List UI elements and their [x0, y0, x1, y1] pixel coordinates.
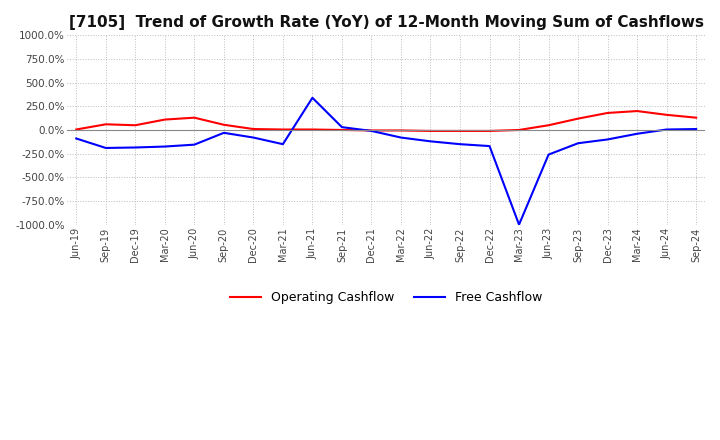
Free Cashflow [574, 141, 582, 146]
Operating Cashflow [662, 112, 671, 117]
Operating Cashflow [72, 127, 81, 132]
Free Cashflow [692, 126, 701, 132]
Operating Cashflow [102, 122, 110, 127]
Free Cashflow [190, 142, 199, 147]
Free Cashflow [279, 142, 287, 147]
Free Cashflow [515, 222, 523, 227]
Line: Operating Cashflow: Operating Cashflow [76, 111, 696, 131]
Operating Cashflow [426, 128, 435, 134]
Operating Cashflow [131, 123, 140, 128]
Operating Cashflow [456, 128, 464, 134]
Title: [7105]  Trend of Growth Rate (YoY) of 12-Month Moving Sum of Cashflows: [7105] Trend of Growth Rate (YoY) of 12-… [68, 15, 703, 30]
Operating Cashflow [367, 128, 376, 133]
Operating Cashflow [692, 115, 701, 120]
Operating Cashflow [220, 122, 228, 128]
Operating Cashflow [338, 127, 346, 132]
Operating Cashflow [279, 127, 287, 132]
Free Cashflow [220, 130, 228, 136]
Line: Free Cashflow: Free Cashflow [76, 98, 696, 225]
Free Cashflow [102, 145, 110, 150]
Free Cashflow [72, 136, 81, 141]
Free Cashflow [662, 127, 671, 132]
Free Cashflow [633, 131, 642, 136]
Operating Cashflow [574, 116, 582, 121]
Operating Cashflow [485, 128, 494, 134]
Free Cashflow [131, 145, 140, 150]
Free Cashflow [485, 143, 494, 149]
Operating Cashflow [161, 117, 169, 122]
Operating Cashflow [190, 115, 199, 120]
Free Cashflow [603, 137, 612, 142]
Free Cashflow [426, 139, 435, 144]
Operating Cashflow [397, 128, 405, 133]
Operating Cashflow [544, 123, 553, 128]
Operating Cashflow [603, 110, 612, 116]
Free Cashflow [397, 135, 405, 140]
Operating Cashflow [633, 108, 642, 114]
Free Cashflow [308, 95, 317, 100]
Operating Cashflow [249, 126, 258, 132]
Free Cashflow [249, 135, 258, 140]
Operating Cashflow [308, 127, 317, 132]
Free Cashflow [161, 144, 169, 149]
Free Cashflow [456, 142, 464, 147]
Operating Cashflow [515, 127, 523, 132]
Free Cashflow [367, 128, 376, 134]
Legend: Operating Cashflow, Free Cashflow: Operating Cashflow, Free Cashflow [225, 286, 547, 309]
Free Cashflow [338, 125, 346, 130]
Free Cashflow [544, 152, 553, 157]
